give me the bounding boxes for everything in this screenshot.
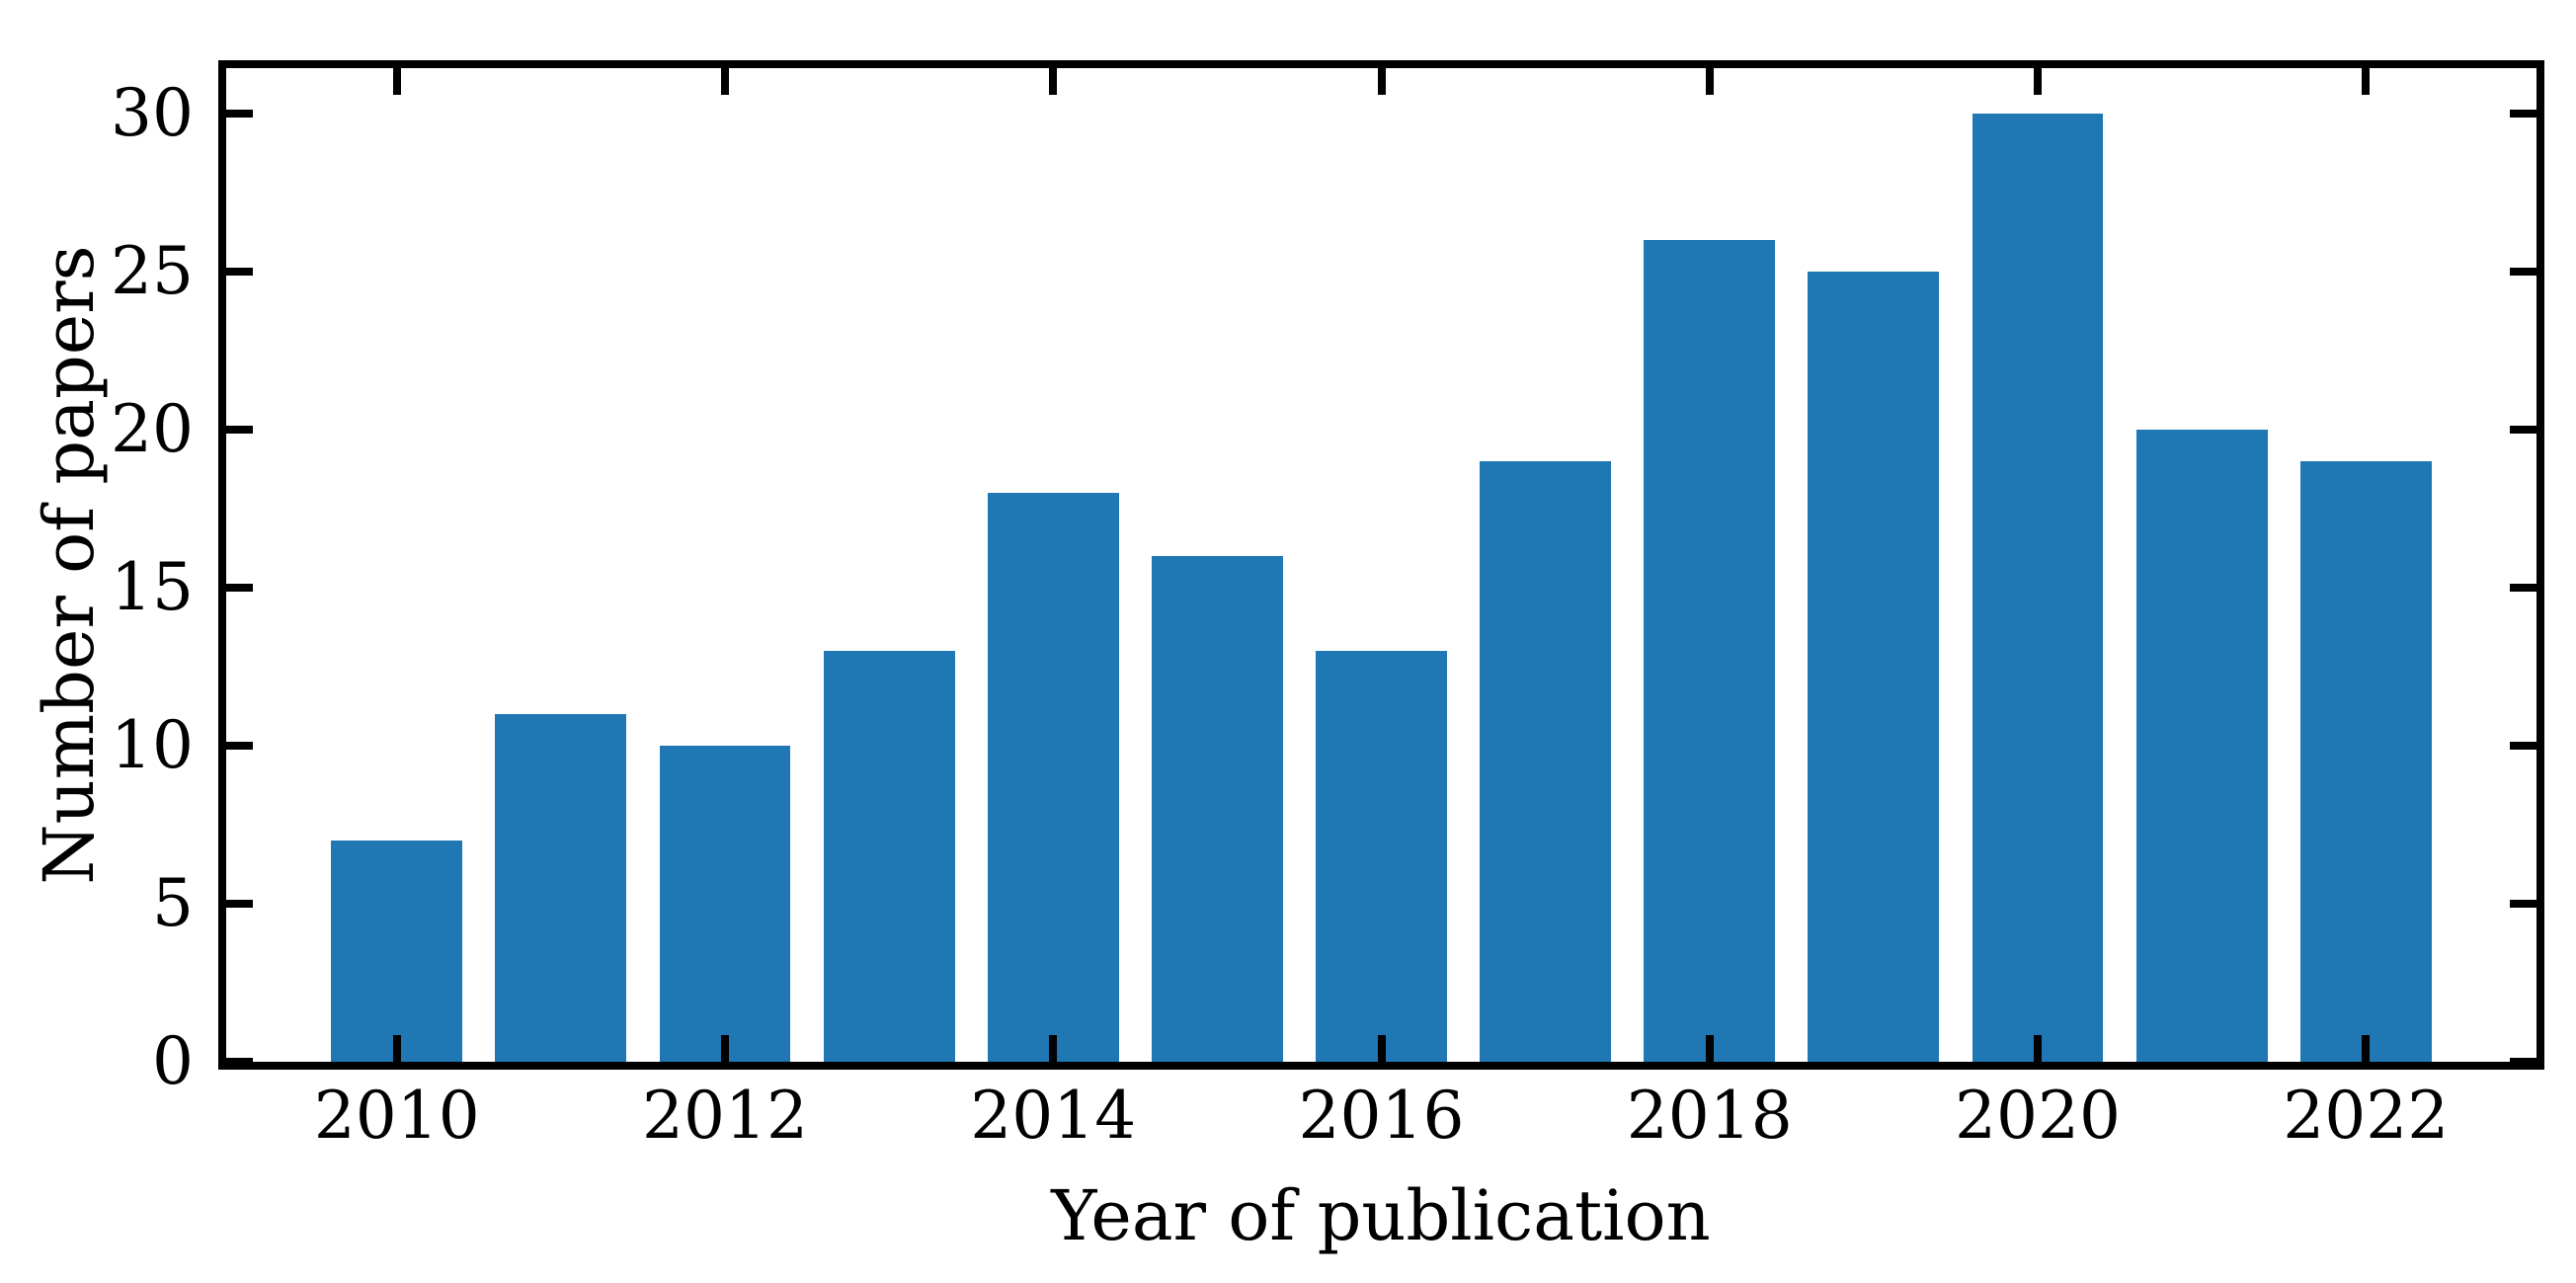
- tick-bottom-2010: [392, 1035, 401, 1062]
- tick-left-20: [226, 426, 253, 435]
- y-tick-label-0: 0: [152, 1023, 194, 1099]
- x-tick-label-2020: 2020: [1955, 1078, 2121, 1154]
- tick-right-5: [2510, 900, 2536, 909]
- bar-2014: [987, 493, 1119, 1062]
- ticks-layer: [226, 68, 2536, 1066]
- x-axis-label: Year of publication: [1051, 1175, 1711, 1256]
- bar-2017: [1480, 461, 1612, 1062]
- bar-2013: [823, 651, 955, 1062]
- tick-top-2014: [1049, 68, 1058, 95]
- tick-right-25: [2510, 268, 2536, 277]
- x-tick-label-2018: 2018: [1626, 1078, 1793, 1154]
- x-tick-label-2022: 2022: [2283, 1078, 2450, 1154]
- tick-left-30: [226, 110, 253, 119]
- x-tick-label-2014: 2014: [970, 1078, 1137, 1154]
- x-tick-label-2016: 2016: [1298, 1078, 1465, 1154]
- tick-top-2012: [721, 68, 729, 95]
- tick-left-5: [226, 900, 253, 909]
- bar-2022: [2299, 461, 2432, 1062]
- y-tick-label-20: 20: [111, 391, 194, 468]
- bar-2020: [1972, 114, 2104, 1062]
- tick-left-25: [226, 268, 253, 277]
- tick-bottom-2020: [2033, 1035, 2042, 1062]
- bar-2015: [1151, 556, 1283, 1062]
- y-tick-label-5: 5: [152, 865, 194, 942]
- tick-bottom-2018: [1705, 1035, 1714, 1062]
- x-tick-label-2010: 2010: [313, 1078, 480, 1154]
- tick-right-20: [2510, 426, 2536, 435]
- tick-bottom-2016: [1377, 1035, 1386, 1062]
- y-tick-label-25: 25: [111, 233, 194, 310]
- bar-2012: [659, 746, 791, 1062]
- tick-top-2010: [392, 68, 401, 95]
- tick-bottom-2014: [1049, 1035, 1058, 1062]
- tick-right-0: [2510, 1058, 2536, 1066]
- tick-left-0: [226, 1058, 253, 1066]
- tick-left-10: [226, 742, 253, 751]
- tick-left-15: [226, 584, 253, 593]
- bar-2010: [331, 841, 463, 1062]
- tick-top-2020: [2033, 68, 2042, 95]
- bar-2018: [1644, 240, 1776, 1062]
- bars-layer: [226, 68, 2536, 1062]
- tick-top-2016: [1377, 68, 1386, 95]
- tick-right-30: [2510, 110, 2536, 119]
- tick-top-2018: [1705, 68, 1714, 95]
- tick-bottom-2012: [721, 1035, 729, 1062]
- y-axis-label: Number of papers: [29, 245, 110, 885]
- bar-2011: [495, 714, 627, 1062]
- y-tick-label-15: 15: [111, 549, 194, 626]
- plot-area: [218, 60, 2544, 1070]
- tick-bottom-2022: [2362, 1035, 2371, 1062]
- x-tick-label-2012: 2012: [642, 1078, 808, 1154]
- y-tick-label-30: 30: [111, 75, 194, 152]
- bar-2016: [1316, 651, 1447, 1062]
- tick-right-10: [2510, 742, 2536, 751]
- tick-right-15: [2510, 584, 2536, 593]
- bar-2021: [2135, 430, 2268, 1062]
- bar-2019: [1808, 272, 1940, 1062]
- y-tick-label-10: 10: [111, 707, 194, 784]
- tick-top-2022: [2362, 68, 2371, 95]
